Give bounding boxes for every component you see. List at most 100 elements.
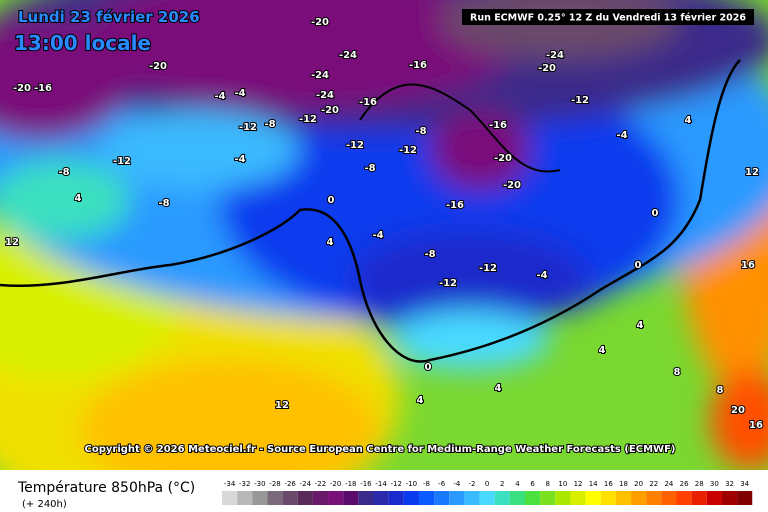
color-swatch xyxy=(525,491,541,505)
contour-label: -16 xyxy=(359,97,377,108)
color-swatch xyxy=(676,491,692,505)
scale-label: 26 xyxy=(680,480,689,488)
scale-label: -28 xyxy=(269,480,280,488)
contour-label: -8 xyxy=(158,198,169,209)
contour-label: -12 xyxy=(479,263,497,274)
scale-label: 24 xyxy=(664,480,673,488)
contour-label: 4 xyxy=(495,383,502,394)
legend-lead: (+ 240h) xyxy=(22,499,67,510)
contour-label: -8 xyxy=(424,249,435,260)
contour-label: 0 xyxy=(652,208,659,219)
contour-label: 16 xyxy=(741,260,755,271)
scale-label: 8 xyxy=(545,480,549,488)
contour-label: -8 xyxy=(415,126,426,137)
zero-isotherm xyxy=(0,59,741,363)
contour-label: 4 xyxy=(75,193,82,204)
scale-label: 14 xyxy=(589,480,598,488)
contour-label: 4 xyxy=(327,237,334,248)
scale-label: -24 xyxy=(300,480,312,488)
contour-label: 4 xyxy=(637,320,644,331)
contour-label: -24 xyxy=(546,50,564,61)
color-swatch xyxy=(237,491,253,505)
color-swatch xyxy=(721,491,738,505)
contour-label: -8 xyxy=(264,119,275,130)
color-swatch xyxy=(631,491,647,505)
color-swatch xyxy=(358,491,374,505)
color-swatch xyxy=(555,491,571,505)
copyright: Copyright © 2026 Meteociel.fr - Source E… xyxy=(85,444,676,455)
contour-label: -12 xyxy=(346,140,364,151)
contour-label: 0 xyxy=(328,195,335,206)
scale-label: 12 xyxy=(574,480,583,488)
contour-label: -8 xyxy=(364,163,375,174)
contour-label: -16 xyxy=(446,200,464,211)
color-swatch xyxy=(540,491,556,505)
scale-label: -10 xyxy=(406,480,417,488)
scale-label: 4 xyxy=(515,480,520,488)
scale-label: 32 xyxy=(725,480,734,488)
scale-label: 28 xyxy=(695,480,704,488)
contour-label: 0 xyxy=(635,260,642,271)
date: Lundi 23 février 2026 xyxy=(18,8,200,26)
color-swatch xyxy=(252,491,268,505)
contour-label: -12 xyxy=(439,278,457,289)
contour-label: -20 xyxy=(494,153,512,164)
color-swatch xyxy=(737,491,753,505)
contour-label: -16 xyxy=(489,120,507,131)
contour-label: -4 xyxy=(214,91,225,102)
color-swatch xyxy=(479,491,495,505)
color-swatch xyxy=(600,491,616,505)
contour-label: 4 xyxy=(599,345,606,356)
contour-label: -24 xyxy=(316,90,334,101)
contour-label: 0 xyxy=(425,362,432,373)
color-swatch xyxy=(509,491,525,505)
color-swatch xyxy=(328,491,344,505)
contour-label: -20 xyxy=(321,105,339,116)
color-swatch xyxy=(494,491,510,505)
scale-label: -4 xyxy=(453,480,461,488)
scale-label: -30 xyxy=(254,480,265,488)
contour-label: -4 xyxy=(234,154,245,165)
scale-label: 2 xyxy=(500,480,504,488)
scale-label: -12 xyxy=(391,480,402,488)
scale-label: 20 xyxy=(634,480,643,488)
scale-label: 18 xyxy=(619,480,628,488)
color-swatch xyxy=(373,491,389,505)
contour-label: 4 xyxy=(685,115,692,126)
contour-label: -20 xyxy=(538,63,556,74)
color-swatch xyxy=(646,491,662,505)
color-swatch xyxy=(403,491,419,505)
contour-label: 4 xyxy=(417,395,424,406)
legend-title: Température 850hPa (°C) xyxy=(17,480,195,496)
scale-label: -14 xyxy=(375,480,387,488)
contour-label: -16 xyxy=(34,83,52,94)
color-swatch xyxy=(706,491,722,505)
contour-label: 12 xyxy=(745,167,759,178)
scale-label: -6 xyxy=(438,480,446,488)
contour-label: -8 xyxy=(58,167,69,178)
scale-label: -18 xyxy=(345,480,356,488)
contour-label: -16 xyxy=(409,60,427,71)
contour-label: -12 xyxy=(299,114,317,125)
scale-label: -34 xyxy=(224,480,236,488)
contour-label: -4 xyxy=(536,270,547,281)
contour-label: -20 xyxy=(311,17,329,28)
run-info: Run ECMWF 0.25° 12 Z du Vendredi 13 févr… xyxy=(470,13,746,24)
scale-label: 10 xyxy=(558,480,567,488)
color-swatch xyxy=(388,491,404,505)
color-swatch xyxy=(691,491,707,505)
color-swatch xyxy=(585,491,601,505)
contour-label: -20 xyxy=(13,83,31,94)
contour-label: -24 xyxy=(311,70,329,81)
color-swatch xyxy=(615,491,632,505)
map-labels: -20 -16-20-20-24-24-24-20-16-16-24-20-12-… xyxy=(4,16,764,432)
scale-label: -32 xyxy=(239,480,250,488)
scale-label: -16 xyxy=(360,480,372,488)
contour-label: 8 xyxy=(717,385,724,396)
color-swatch xyxy=(267,491,283,505)
scale-label: -26 xyxy=(284,480,296,488)
contour-label: -4 xyxy=(234,88,245,99)
scale-label: 22 xyxy=(649,480,658,488)
